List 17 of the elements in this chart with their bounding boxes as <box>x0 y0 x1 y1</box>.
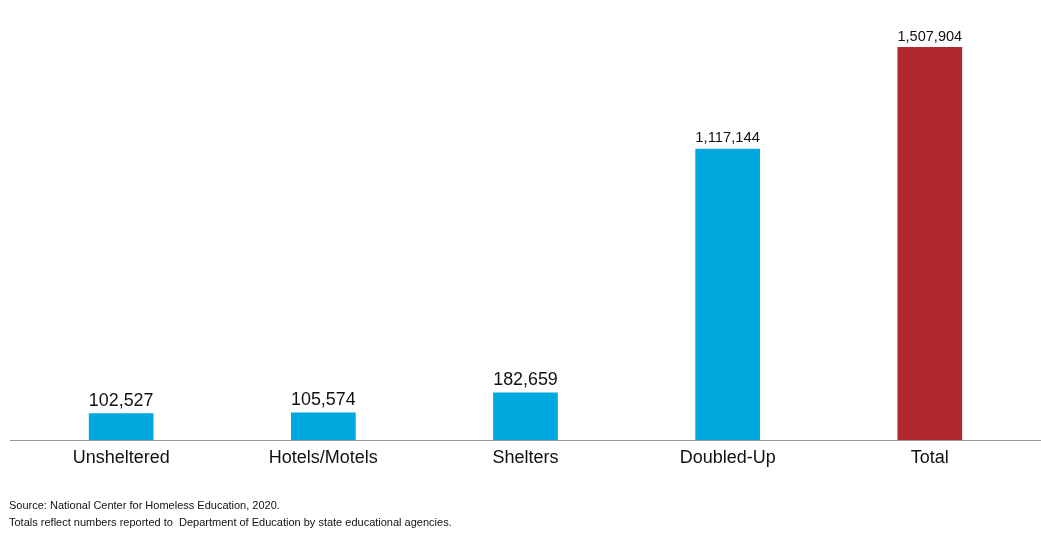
x-tick-label: Total <box>910 446 949 467</box>
x-tick-label: Hotels/Motels <box>268 446 378 467</box>
data-label: 105,574 <box>291 389 356 410</box>
data-label: 1,507,904 <box>897 27 963 44</box>
text: Totals reflect numbers reported to Department of Education by state educational agencies. <box>9 516 452 528</box>
x-tick-label: Shelters <box>492 446 559 467</box>
bar <box>897 47 963 440</box>
source-note: Source: National Center for Homeless Education, 2020. <box>9 499 280 511</box>
bar <box>291 412 356 440</box>
data-label: 102,527 <box>88 390 154 411</box>
x-tick-label: Doubled-Up <box>679 446 776 467</box>
bar <box>695 148 760 440</box>
data-label: 1,117,144 <box>695 129 760 146</box>
bar <box>493 392 558 440</box>
data-label: 182,659 <box>493 369 558 390</box>
bar <box>88 413 154 440</box>
x-tick-label: Unsheltered <box>72 446 170 467</box>
